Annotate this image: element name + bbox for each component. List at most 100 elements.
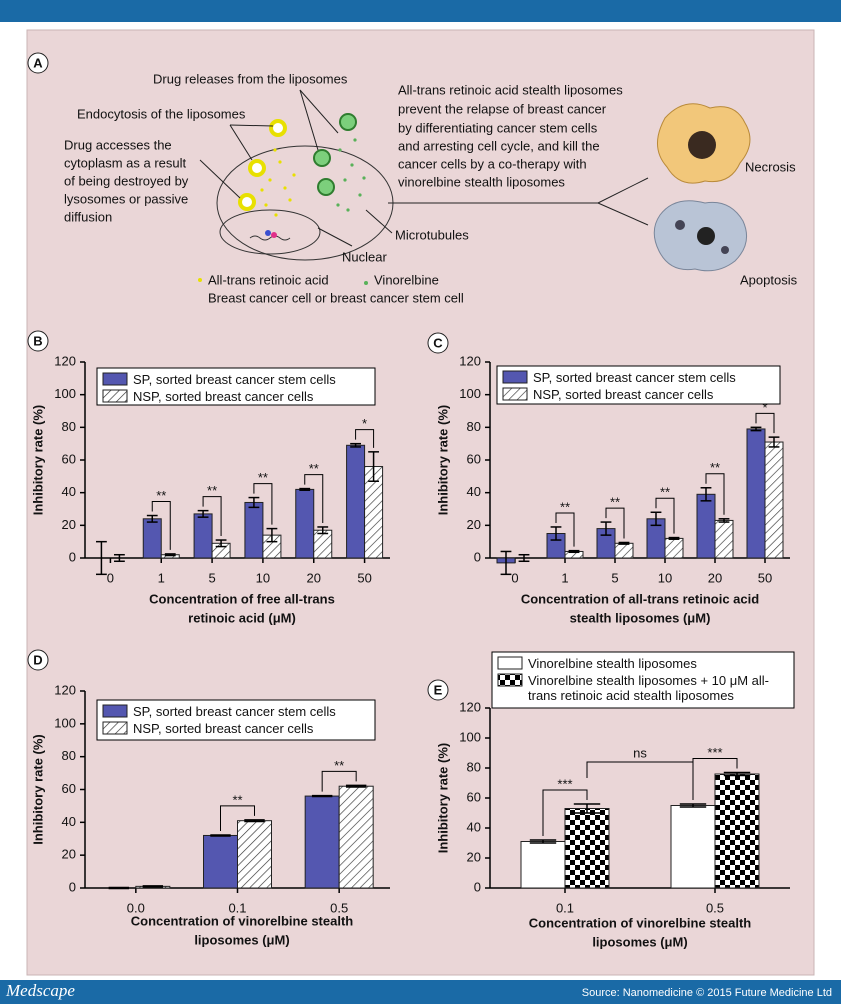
error-bar [210, 834, 231, 837]
y-tick-label: 40 [467, 484, 481, 499]
summary: by differentiating cancer stem cells [398, 120, 598, 135]
y-tick-label: 40 [62, 484, 76, 499]
error-bar [718, 518, 730, 523]
legend-label: Breast cancer cell or breast cancer stem… [208, 290, 464, 305]
legend-swatch [497, 673, 523, 687]
bar [338, 785, 374, 889]
error-bar [600, 521, 612, 536]
legend-label: NSP, sorted breast cancer cells [133, 389, 314, 404]
y-tick-label: 80 [467, 419, 481, 434]
error-bar [108, 886, 130, 890]
significance-label: *** [557, 776, 572, 791]
y-tick-label: 60 [62, 451, 76, 466]
error-bar [350, 442, 361, 448]
x-tick-label: 0.0 [127, 900, 145, 915]
legend-swatch [102, 721, 128, 735]
annotation: diffusion [64, 209, 112, 224]
nucleus [219, 209, 321, 255]
legend-label: Vinorelbine stealth liposomes [528, 656, 697, 671]
error-bar [618, 541, 630, 545]
summary: prevent the relapse of breast cancer [398, 101, 607, 116]
y-tick-label: 80 [62, 748, 76, 763]
x-tick-label: 0 [511, 570, 518, 585]
error-bar [299, 487, 311, 491]
bar [520, 841, 566, 889]
significance-label: * [362, 416, 367, 431]
x-axis-label: retinoic acid (μM) [188, 610, 296, 625]
error-bar [248, 496, 260, 509]
x-tick-label: 10 [256, 570, 270, 585]
y-tick-label: 120 [459, 353, 481, 368]
source: Source: Nanomedicine © 2015 Future Medic… [582, 987, 832, 999]
error-bar [96, 540, 107, 576]
error-bar [679, 803, 707, 808]
error-bar [164, 553, 176, 557]
bar [203, 834, 238, 889]
error-bar [197, 509, 209, 518]
x-tick-label: 10 [658, 570, 672, 585]
x-tick-label: 5 [611, 570, 618, 585]
bar [714, 519, 734, 559]
error-bar [317, 526, 329, 535]
legend-swatch [102, 389, 128, 403]
x-axis-label: liposomes (μM) [592, 934, 687, 949]
panel-label-circle [27, 52, 49, 74]
bar [237, 820, 272, 889]
y-tick-label: 40 [467, 819, 481, 834]
dna [249, 235, 291, 241]
x-tick-label: 1 [158, 570, 165, 585]
summary: All-trans retinoic acid stealth liposome… [398, 82, 623, 97]
y-tick-label: 40 [62, 814, 76, 829]
bar [244, 501, 264, 559]
legend-label: NSP, sorted breast cancer cells [133, 721, 314, 736]
bar [746, 428, 766, 559]
significance-bracket [755, 412, 775, 434]
x-tick-label: 0.5 [330, 900, 348, 915]
annotation: Drug releases from the liposomes [153, 71, 348, 86]
x-axis-label: Concentration of vinorelbine stealth [529, 915, 752, 930]
y-tick-label: 100 [54, 715, 76, 730]
significance-bracket [220, 805, 255, 831]
significance-label: ** [334, 758, 344, 773]
legend-box [491, 651, 795, 709]
bar [696, 493, 716, 559]
summary: cancer cells by a co-therapy with [398, 156, 587, 171]
bar [295, 488, 315, 559]
significance-label: ** [156, 488, 166, 503]
error-bar [700, 487, 712, 502]
annotation: Nuclear [342, 249, 387, 264]
vinorelbine-dots [336, 138, 368, 285]
x-tick-label: 0 [107, 570, 114, 585]
dna-mark [265, 230, 271, 236]
annotation: of being destroyed by [64, 173, 189, 188]
bar [346, 444, 366, 559]
y-tick-label: 20 [62, 517, 76, 532]
error-bar [500, 550, 512, 576]
panel-label: D [33, 652, 42, 667]
panel-label-circle [27, 649, 49, 671]
x-axis-label: Concentration of vinorelbine stealth [131, 913, 354, 928]
error-bar [345, 784, 367, 788]
significance-label: ** [309, 461, 319, 476]
y-tick-label: 0 [69, 549, 76, 564]
x-tick-label: 50 [758, 570, 772, 585]
significance-bracket [151, 501, 171, 550]
y-tick-label: 120 [54, 353, 76, 368]
y-tick-label: 100 [459, 729, 481, 744]
y-tick-label: 80 [62, 419, 76, 434]
x-axis-label: liposomes (μM) [194, 932, 289, 947]
y-tick-label: 20 [467, 849, 481, 864]
annotation: Apoptosis [740, 272, 798, 287]
y-tick-label: 20 [467, 517, 481, 532]
error-bar [650, 511, 662, 527]
error-bar [750, 426, 762, 432]
significance-bracket [355, 429, 375, 448]
bar [764, 441, 784, 559]
legend-swatch [102, 372, 128, 386]
bar [142, 518, 162, 559]
legend-label: SP, sorted breast cancer stem cells [533, 370, 736, 385]
panel-a: A D [27, 52, 798, 305]
annotation: Endocytosis of the liposomes [77, 106, 246, 121]
x-tick-label: 0.1 [228, 900, 246, 915]
